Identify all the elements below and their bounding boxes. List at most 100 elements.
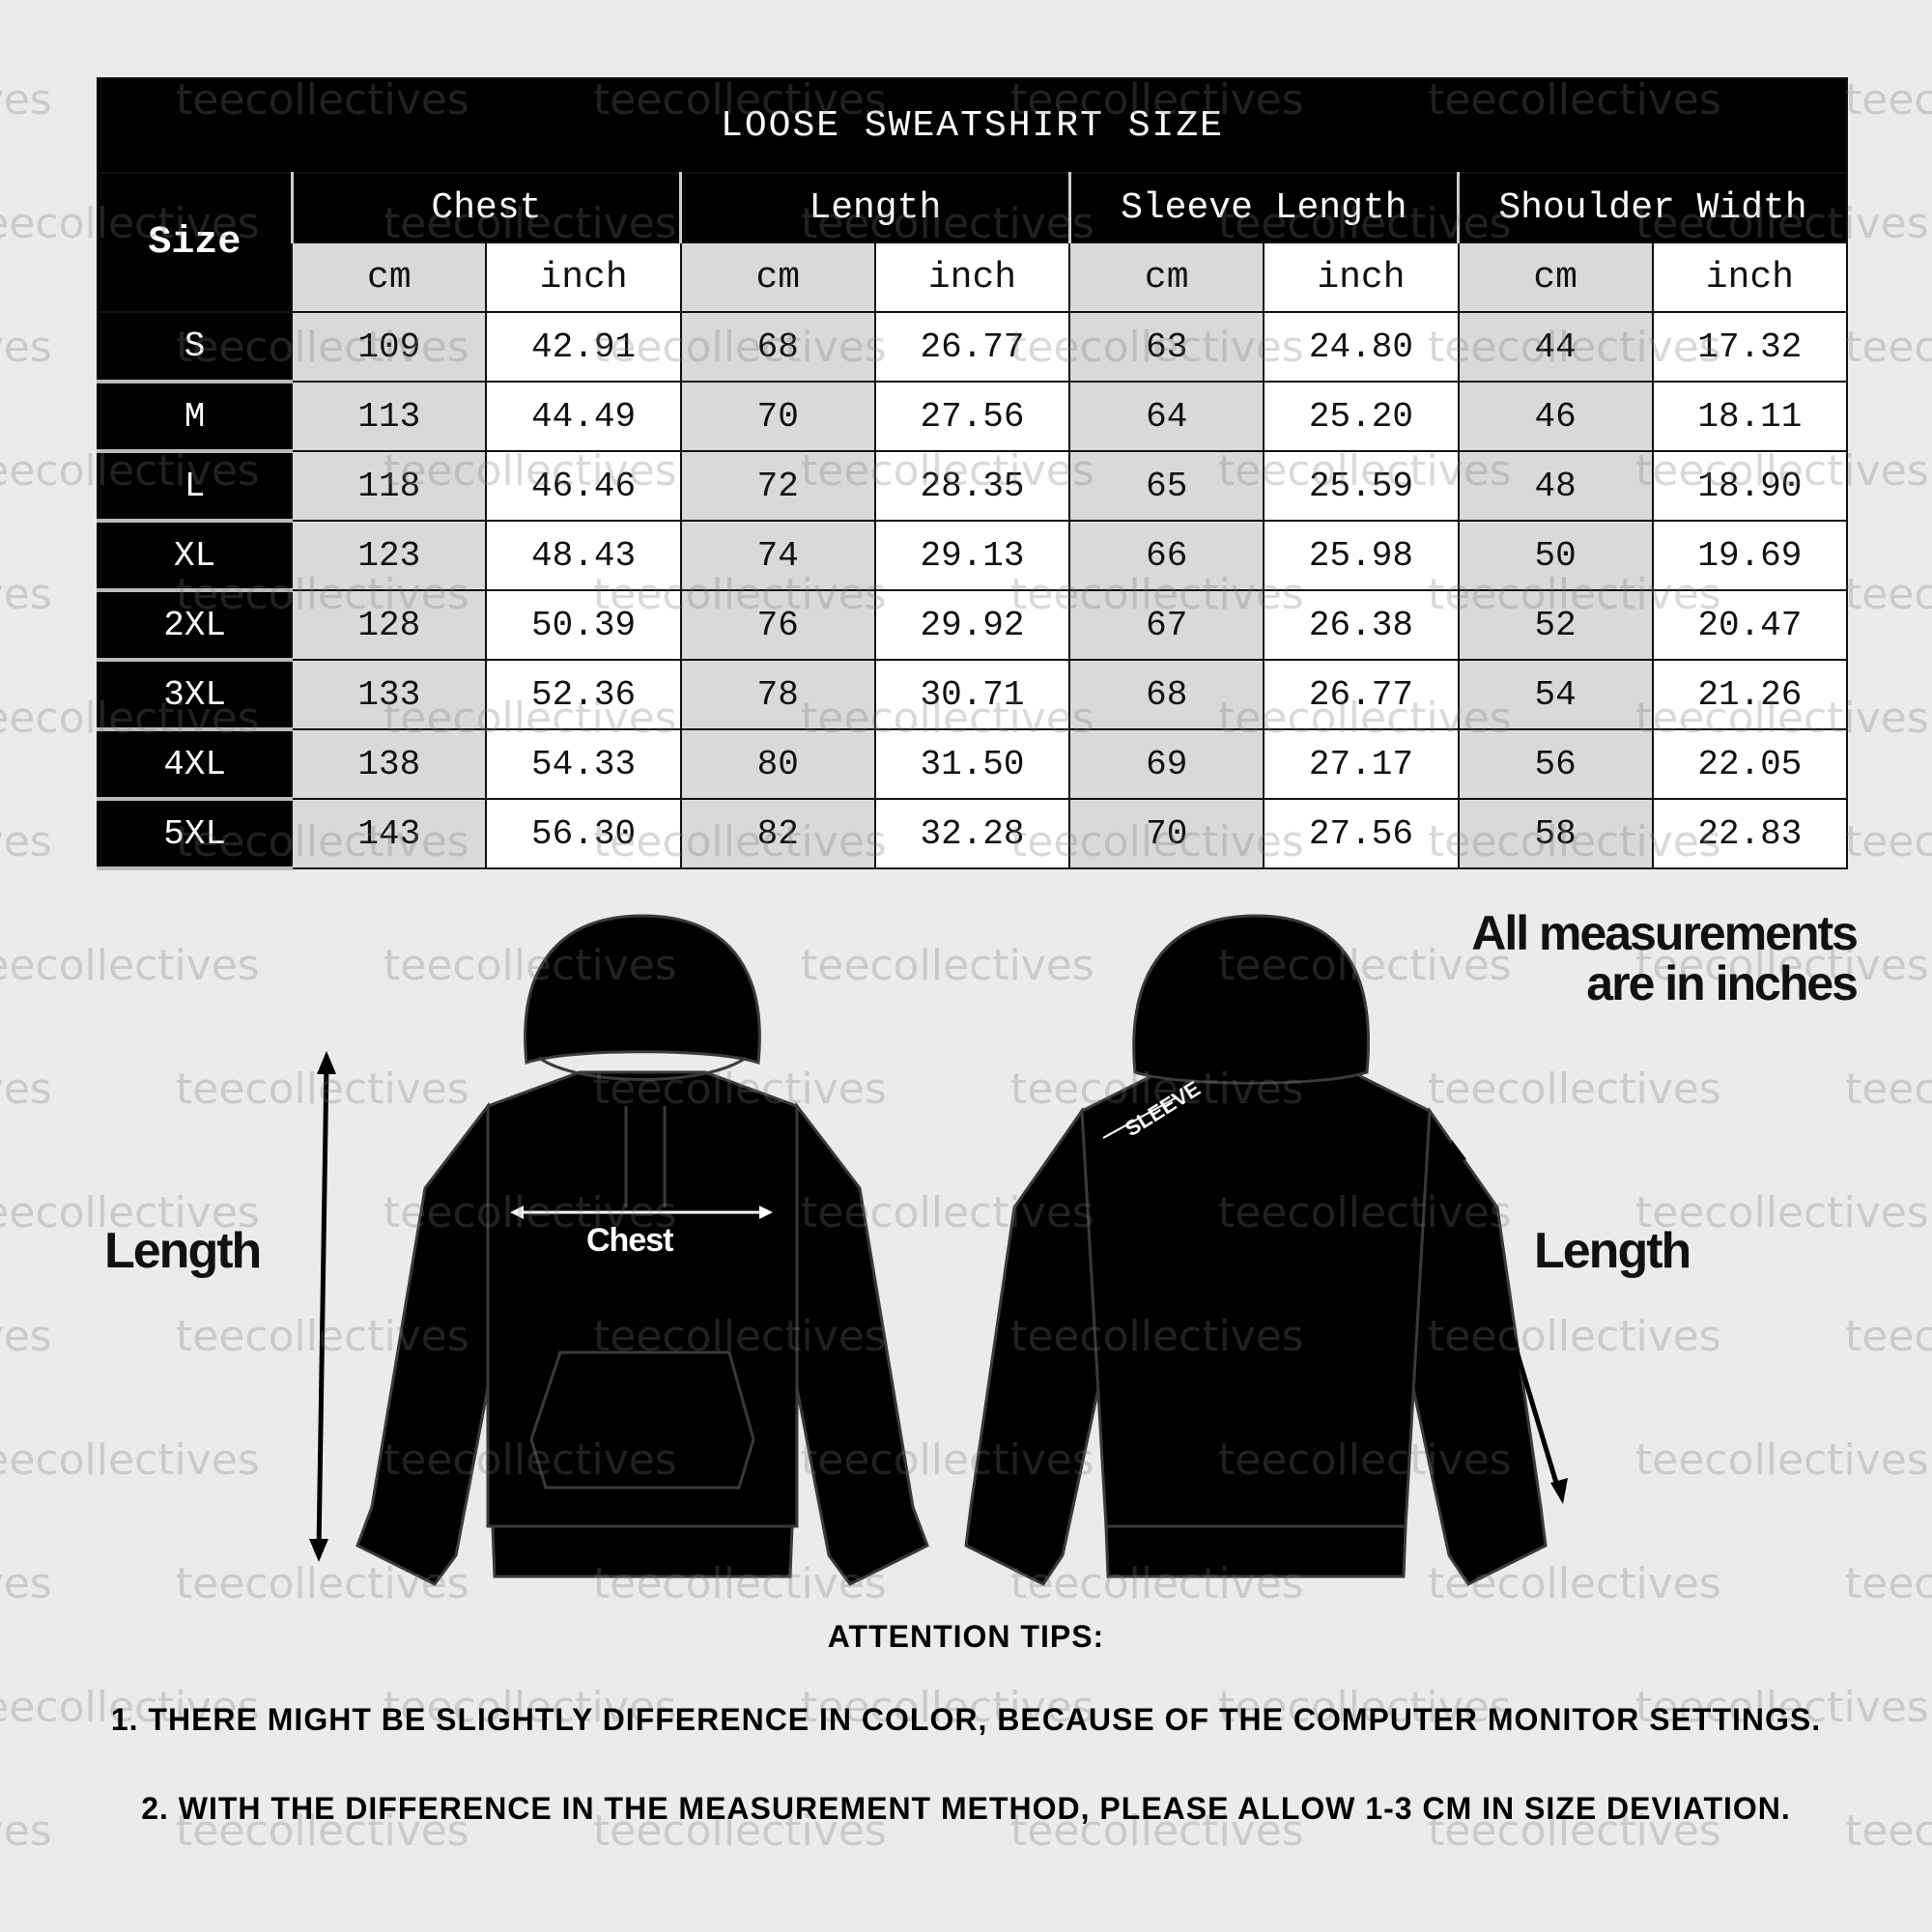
table-cell: 46 xyxy=(1457,381,1654,452)
table-cell: 68 xyxy=(1068,659,1265,730)
table-cell: 26.77 xyxy=(873,311,1071,383)
back-length-label: Length xyxy=(1534,1223,1691,1279)
group-header-chest: Chest xyxy=(290,172,682,243)
table-cell: 138 xyxy=(291,728,488,800)
table-row: 2XL 128 50.39 76 29.92 67 26.38 52 20.47 xyxy=(96,589,1849,662)
table-cell: 44 xyxy=(1457,311,1654,383)
table-cell: 44.49 xyxy=(485,381,682,452)
table-row: 3XL 133 52.36 78 30.71 68 26.77 54 21.26 xyxy=(96,659,1849,731)
size-label: 3XL xyxy=(96,659,294,731)
size-label: M xyxy=(96,381,294,453)
arrow-head-icon xyxy=(309,1539,328,1562)
hood-opening xyxy=(538,1056,747,1081)
front-waistband xyxy=(491,1524,794,1578)
table-cell: 54 xyxy=(1457,659,1654,730)
arrow-head-icon xyxy=(510,1206,524,1219)
measurement-arrows xyxy=(309,1051,1568,1562)
unit-header-inch: inch xyxy=(485,242,682,313)
unit-header-cm: cm xyxy=(679,242,876,313)
back-hoodie xyxy=(964,914,1548,1586)
group-header-sleeve-length: Sleeve Length xyxy=(1067,172,1460,243)
table-cell: 48 xyxy=(1457,450,1654,522)
table-cell: 22.05 xyxy=(1651,728,1849,800)
table-cell: 50.39 xyxy=(485,589,682,661)
sleeve-arrow xyxy=(1102,1096,1178,1139)
size-header: Size xyxy=(96,172,294,313)
table-cell: 52.36 xyxy=(485,659,682,730)
table-row: 5XL 143 56.30 82 32.28 70 27.56 58 22.83 xyxy=(96,798,1849,870)
table-row: 4XL 138 54.33 80 31.50 69 27.17 56 22.05 xyxy=(96,728,1849,801)
tip-item-2: 2. WITH THE DIFFERENCE IN THE MEASUREMEN… xyxy=(141,1791,1791,1826)
table-cell: 143 xyxy=(291,798,488,869)
group-header-shoulder-width: Shoulder Width xyxy=(1457,172,1849,243)
table-cell: 66 xyxy=(1068,520,1265,591)
table-cell: 123 xyxy=(291,520,488,591)
table-cell: 19.69 xyxy=(1651,520,1849,591)
table-title: LOOSE SWEATSHIRT SIZE xyxy=(97,77,1848,174)
table-cell: 18.90 xyxy=(1651,450,1849,522)
table-cell: 29.92 xyxy=(873,589,1071,661)
front-left-sleeve xyxy=(355,1101,497,1586)
table-cell: 26.38 xyxy=(1263,589,1460,661)
table-cell: 56.30 xyxy=(485,798,682,869)
arrow-head-icon xyxy=(317,1051,336,1074)
tips-heading: ATTENTION TIPS: xyxy=(827,1619,1105,1654)
size-label: S xyxy=(96,311,294,384)
front-length-arrow xyxy=(316,1062,329,1551)
table-cell: 56 xyxy=(1457,728,1654,800)
note-line-2: are in inches xyxy=(1586,956,1859,1010)
size-chart-table: LOOSE SWEATSHIRT SIZE Size Chest Length … xyxy=(96,77,1849,870)
unit-header-cm: cm xyxy=(1068,242,1265,313)
table-cell: 22.83 xyxy=(1651,798,1849,869)
table-cell: 63 xyxy=(1068,311,1265,383)
unit-header-inch: inch xyxy=(873,242,1071,313)
arrow-head-icon xyxy=(1550,1478,1568,1504)
table-cell: 20.47 xyxy=(1651,589,1849,661)
table-cell: 54.33 xyxy=(485,728,682,800)
table-cell: 67 xyxy=(1068,589,1265,661)
table-cell: 42.91 xyxy=(485,311,682,383)
table-row: S 109 42.91 68 26.77 63 24.80 44 17.32 xyxy=(96,311,1849,384)
table-cell: 30.71 xyxy=(873,659,1071,730)
table-cell: 25.98 xyxy=(1263,520,1460,591)
tip-item-1: 1. THERE MIGHT BE SLIGHTLY DIFFERENCE IN… xyxy=(110,1702,1822,1737)
table-cell: 82 xyxy=(679,798,876,869)
table-cell: 69 xyxy=(1068,728,1265,800)
unit-header-cm: cm xyxy=(1457,242,1654,313)
table-cell: 109 xyxy=(291,311,488,383)
back-hood xyxy=(1132,914,1370,1085)
kangaroo-pocket xyxy=(529,1350,755,1490)
table-cell: 25.20 xyxy=(1263,381,1460,452)
table-cell: 58 xyxy=(1457,798,1654,869)
table-cell: 28.35 xyxy=(873,450,1071,522)
front-hood xyxy=(524,914,761,1065)
table-cell: 26.77 xyxy=(1263,659,1460,730)
table-row: M 113 44.49 70 27.56 64 25.20 46 18.11 xyxy=(96,381,1849,453)
table-cell: 52 xyxy=(1457,589,1654,661)
front-right-sleeve xyxy=(788,1101,929,1586)
table-cell: 50 xyxy=(1457,520,1654,591)
table-row: L 118 46.46 72 28.35 65 25.59 48 18.90 xyxy=(96,450,1849,523)
size-label: L xyxy=(96,450,294,523)
table-row: XL 123 48.43 74 29.13 66 25.98 50 19.69 xyxy=(96,520,1849,592)
table-cell: 27.56 xyxy=(873,381,1071,452)
arrow-head-icon xyxy=(759,1206,773,1219)
table-cell: 118 xyxy=(291,450,488,522)
table-cell: 113 xyxy=(291,381,488,452)
group-header-length: Length xyxy=(679,172,1071,243)
table-cell: 27.56 xyxy=(1263,798,1460,869)
table-cell: 128 xyxy=(291,589,488,661)
table-cell: 32.28 xyxy=(873,798,1071,869)
table-cell: 17.32 xyxy=(1651,311,1849,383)
unit-header-inch: inch xyxy=(1651,242,1849,313)
chest-label: Chest xyxy=(586,1222,673,1259)
table-cell: 27.17 xyxy=(1263,728,1460,800)
table-cell: 65 xyxy=(1068,450,1265,522)
back-waistband xyxy=(1104,1524,1407,1578)
size-label: 5XL xyxy=(96,798,294,870)
table-cell: 72 xyxy=(679,450,876,522)
white-arrows xyxy=(510,1096,1178,1219)
table-cell: 80 xyxy=(679,728,876,800)
size-label: 2XL xyxy=(96,589,294,662)
